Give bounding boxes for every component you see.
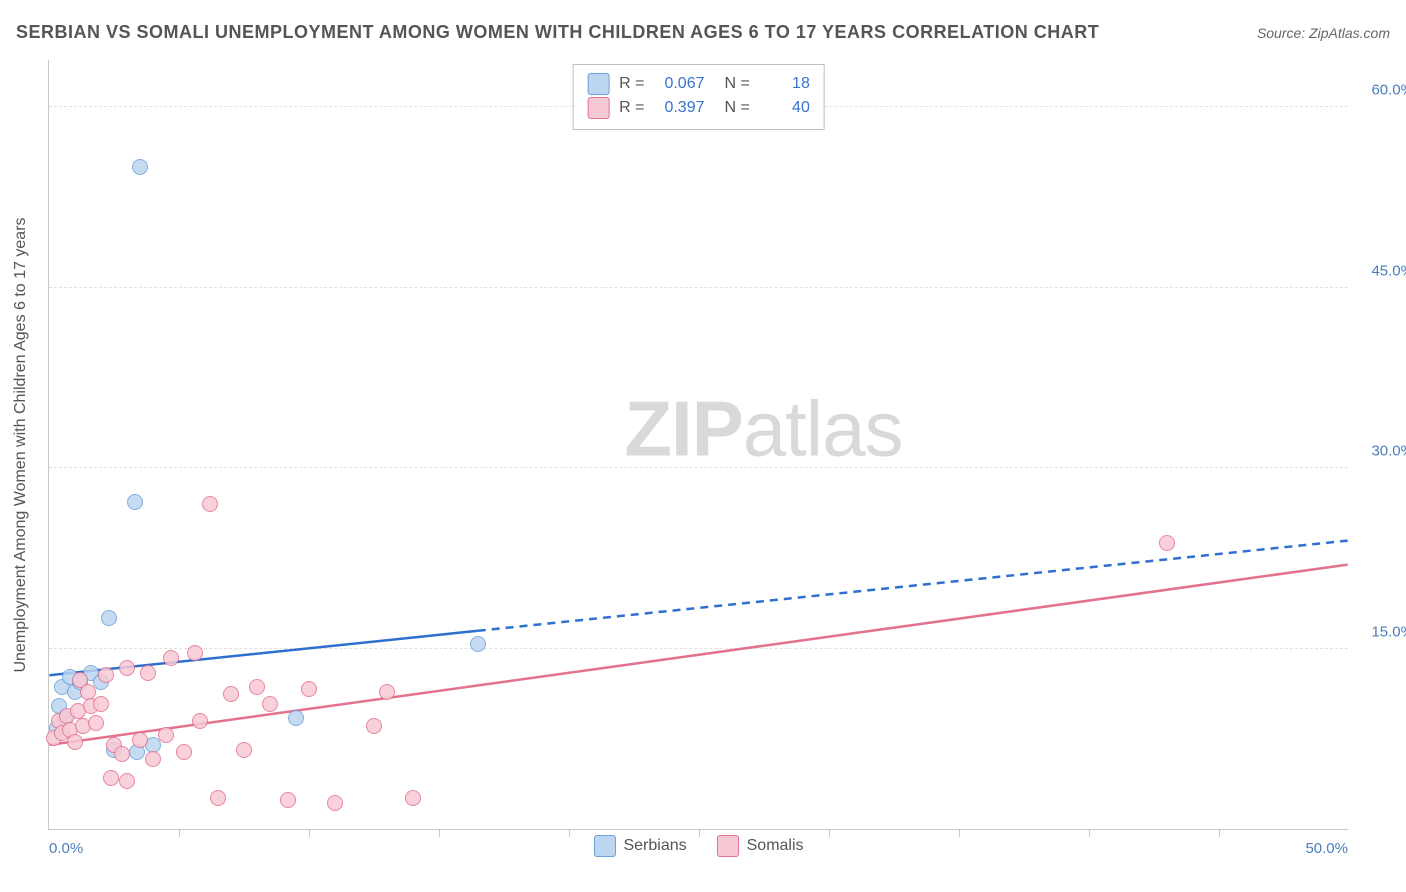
data-point-somalis bbox=[80, 684, 96, 700]
data-point-serbians bbox=[288, 710, 304, 726]
data-point-somalis bbox=[119, 773, 135, 789]
data-point-somalis bbox=[114, 746, 130, 762]
swatch-somalis bbox=[587, 97, 609, 119]
x-tick-end: 50.0% bbox=[1305, 840, 1348, 857]
data-point-somalis bbox=[158, 727, 174, 743]
x-tick bbox=[959, 829, 960, 837]
y-tick-label: 45.0% bbox=[1371, 262, 1406, 279]
data-point-somalis bbox=[88, 715, 104, 731]
data-point-serbians bbox=[470, 636, 486, 652]
grid-line bbox=[49, 287, 1348, 288]
swatch-serbians bbox=[587, 73, 609, 95]
data-point-somalis bbox=[301, 681, 317, 697]
legend-item-serbians: Serbians bbox=[593, 835, 686, 857]
legend-swatch-somalis bbox=[717, 835, 739, 857]
data-point-somalis bbox=[145, 751, 161, 767]
x-tick bbox=[179, 829, 180, 837]
data-point-somalis bbox=[93, 696, 109, 712]
y-axis-label: Unemployment Among Women with Children A… bbox=[12, 217, 30, 672]
data-point-somalis bbox=[202, 496, 218, 512]
data-point-somalis bbox=[327, 795, 343, 811]
y-tick-label: 30.0% bbox=[1371, 443, 1406, 460]
watermark: ZIPatlas bbox=[624, 384, 902, 475]
data-point-somalis bbox=[262, 696, 278, 712]
x-tick bbox=[829, 829, 830, 837]
y-tick-label: 15.0% bbox=[1371, 623, 1406, 640]
data-point-somalis bbox=[119, 660, 135, 676]
legend-item-somalis: Somalis bbox=[717, 835, 804, 857]
data-point-somalis bbox=[366, 718, 382, 734]
data-point-somalis bbox=[1159, 535, 1175, 551]
data-point-somalis bbox=[405, 790, 421, 806]
data-point-somalis bbox=[223, 686, 239, 702]
x-tick bbox=[1219, 829, 1220, 837]
data-point-somalis bbox=[176, 744, 192, 760]
x-tick bbox=[309, 829, 310, 837]
x-tick bbox=[569, 829, 570, 837]
legend: Serbians Somalis bbox=[593, 835, 803, 857]
grid-line bbox=[49, 467, 1348, 468]
x-tick bbox=[1089, 829, 1090, 837]
data-point-somalis bbox=[236, 742, 252, 758]
data-point-somalis bbox=[163, 650, 179, 666]
grid-line bbox=[49, 648, 1348, 649]
trend-lines bbox=[49, 60, 1348, 829]
data-point-serbians bbox=[132, 159, 148, 175]
y-tick-label: 60.0% bbox=[1371, 82, 1406, 99]
correlation-stats-box: R =0.067 N =18 R =0.397 N =40 bbox=[572, 64, 825, 130]
chart-title: SERBIAN VS SOMALI UNEMPLOYMENT AMONG WOM… bbox=[16, 22, 1099, 43]
source-attribution: Source: ZipAtlas.com bbox=[1257, 25, 1390, 41]
x-tick bbox=[439, 829, 440, 837]
data-point-serbians bbox=[101, 610, 117, 626]
data-point-somalis bbox=[132, 732, 148, 748]
data-point-somalis bbox=[67, 734, 83, 750]
legend-swatch-serbians bbox=[593, 835, 615, 857]
data-point-somalis bbox=[192, 713, 208, 729]
data-point-somalis bbox=[103, 770, 119, 786]
chart-plot-area: Unemployment Among Women with Children A… bbox=[48, 60, 1348, 830]
data-point-somalis bbox=[187, 645, 203, 661]
stats-row-somalis: R =0.397 N =40 bbox=[587, 97, 810, 119]
data-point-serbians bbox=[127, 494, 143, 510]
data-point-somalis bbox=[379, 684, 395, 700]
data-point-somalis bbox=[140, 665, 156, 681]
data-point-somalis bbox=[280, 792, 296, 808]
data-point-somalis bbox=[210, 790, 226, 806]
x-tick-start: 0.0% bbox=[49, 840, 83, 857]
data-point-somalis bbox=[249, 679, 265, 695]
data-point-somalis bbox=[98, 667, 114, 683]
stats-row-serbians: R =0.067 N =18 bbox=[587, 73, 810, 95]
